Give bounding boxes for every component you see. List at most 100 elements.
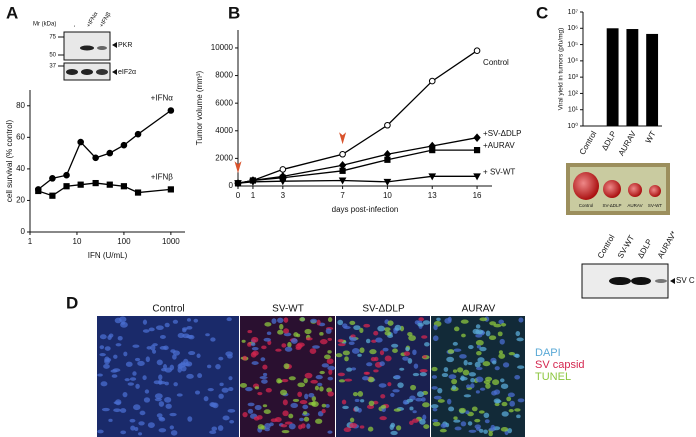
cell bbox=[170, 430, 178, 436]
cell bbox=[327, 317, 333, 323]
cell bbox=[172, 350, 180, 356]
cell bbox=[219, 382, 224, 387]
cell bbox=[516, 414, 521, 419]
cell bbox=[227, 409, 236, 413]
cell bbox=[288, 413, 294, 419]
cell bbox=[257, 391, 263, 396]
cell bbox=[104, 346, 111, 351]
cell bbox=[447, 349, 455, 354]
point bbox=[35, 187, 42, 195]
x-tick-label: ΔDLP bbox=[600, 130, 618, 153]
lane-label: +IFNβ bbox=[99, 11, 113, 29]
cell bbox=[459, 354, 467, 359]
cell bbox=[422, 320, 431, 325]
x-tick-label: 10 bbox=[73, 237, 82, 246]
panel-letter: A bbox=[6, 3, 18, 22]
x-tick-label: 100 bbox=[117, 237, 131, 246]
cell bbox=[474, 424, 482, 429]
cell bbox=[367, 426, 374, 432]
cell bbox=[498, 350, 503, 355]
cell bbox=[306, 423, 311, 429]
cell bbox=[107, 335, 112, 340]
y-tick-label: 10⁵ bbox=[567, 41, 578, 48]
cell bbox=[420, 397, 426, 402]
cell bbox=[156, 413, 163, 418]
cell bbox=[365, 338, 371, 344]
series-line bbox=[237, 149, 478, 184]
cell bbox=[342, 350, 350, 356]
legend-entry: DAPI bbox=[535, 347, 561, 359]
cell bbox=[147, 422, 155, 428]
cell bbox=[226, 317, 232, 322]
cell bbox=[275, 348, 282, 352]
cell bbox=[344, 378, 353, 382]
cell bbox=[418, 317, 425, 322]
cell bbox=[117, 336, 123, 341]
cell bbox=[433, 324, 438, 331]
point bbox=[134, 130, 142, 138]
cell bbox=[497, 331, 503, 337]
cell bbox=[446, 398, 452, 405]
cell bbox=[207, 388, 214, 392]
cell bbox=[514, 374, 521, 380]
cell bbox=[474, 418, 481, 423]
cell bbox=[493, 323, 502, 328]
cell bbox=[315, 374, 323, 380]
cell bbox=[514, 408, 521, 412]
cell bbox=[159, 335, 166, 339]
cell bbox=[437, 399, 445, 403]
cell bbox=[305, 337, 313, 341]
cell bbox=[261, 379, 268, 384]
cell bbox=[169, 425, 174, 430]
cell bbox=[228, 376, 233, 381]
point bbox=[120, 141, 128, 149]
cell bbox=[387, 320, 394, 326]
cell bbox=[502, 362, 510, 368]
cell bbox=[122, 392, 128, 398]
cell bbox=[453, 416, 458, 420]
panel-letter: D bbox=[66, 293, 78, 312]
band-label: PKR bbox=[118, 42, 132, 49]
cell bbox=[115, 343, 122, 347]
cell bbox=[319, 332, 324, 336]
cell bbox=[113, 354, 118, 359]
y-tick-label: 4000 bbox=[215, 126, 233, 135]
cell bbox=[282, 410, 289, 417]
cell bbox=[115, 399, 122, 406]
series-line bbox=[237, 50, 478, 184]
cell bbox=[304, 393, 309, 400]
cell bbox=[317, 382, 323, 387]
cell bbox=[120, 430, 127, 435]
x-tick-label: 1000 bbox=[162, 237, 180, 246]
cell bbox=[408, 335, 416, 341]
cell bbox=[303, 416, 310, 422]
cell bbox=[461, 333, 466, 338]
lane-label: SV-WT bbox=[616, 234, 637, 261]
blot-c: Control SV-WT ΔDLP AURAV* SV C bbox=[581, 229, 695, 299]
cell bbox=[290, 402, 299, 409]
cell bbox=[247, 402, 255, 407]
cell bbox=[304, 372, 313, 379]
column-label: SV-ΔDLP bbox=[362, 304, 405, 315]
point bbox=[92, 179, 99, 187]
cell bbox=[412, 372, 420, 377]
cell bbox=[447, 316, 452, 322]
cell bbox=[177, 366, 182, 373]
cell bbox=[247, 408, 254, 414]
x-tick-label: 13 bbox=[428, 191, 437, 200]
cell bbox=[173, 382, 178, 387]
bar bbox=[626, 29, 639, 127]
cell bbox=[517, 398, 525, 403]
cell bbox=[135, 383, 140, 389]
cell bbox=[479, 387, 486, 391]
cell bbox=[460, 375, 465, 382]
cell bbox=[448, 374, 457, 380]
cell bbox=[432, 418, 439, 423]
cell bbox=[169, 412, 177, 417]
cell bbox=[419, 372, 427, 377]
cell bbox=[309, 348, 317, 354]
cell bbox=[484, 419, 490, 424]
cell bbox=[114, 317, 122, 324]
cell bbox=[475, 339, 484, 346]
cell bbox=[451, 385, 457, 390]
